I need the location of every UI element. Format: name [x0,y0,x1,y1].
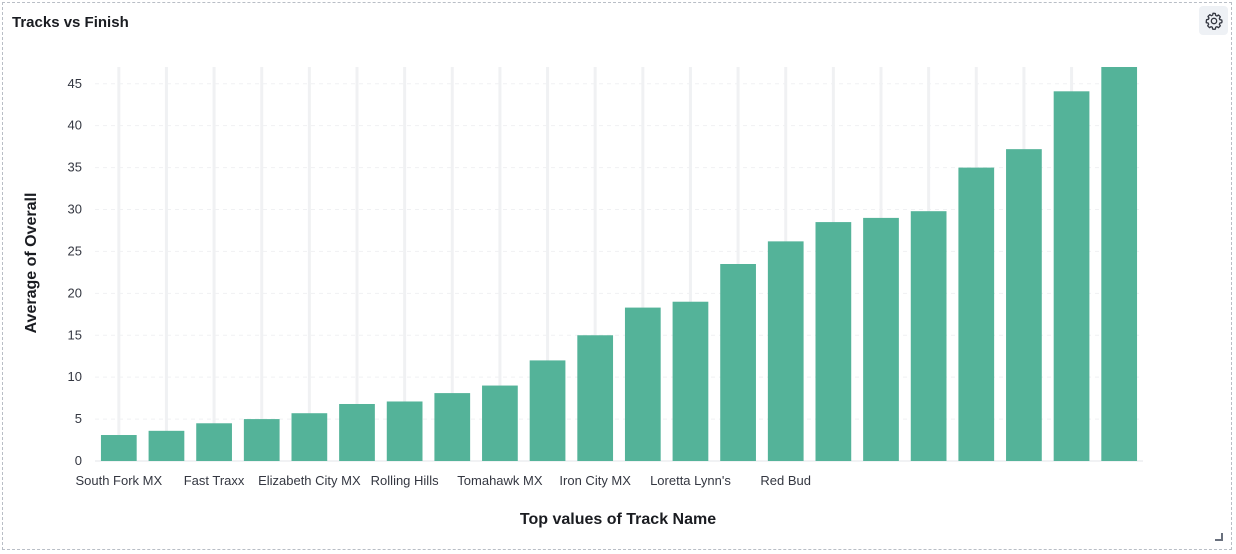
bar[interactable] [815,222,852,461]
x-tick-label: Fast Traxx [184,473,245,488]
bar[interactable] [529,360,566,461]
bar[interactable] [958,167,995,461]
x-tick-label: Iron City MX [559,473,631,488]
panel-settings-button[interactable] [1199,6,1228,35]
y-tick-label: 45 [68,76,82,91]
bar[interactable] [196,423,232,461]
bar[interactable] [1101,67,1138,461]
bar[interactable] [720,264,756,461]
bar[interactable] [672,301,709,461]
y-tick-label: 10 [68,369,82,384]
bar[interactable] [624,307,661,461]
bar[interactable] [339,403,375,461]
panel-title: Tracks vs Finish [12,14,129,31]
bar[interactable] [910,211,947,461]
bar[interactable] [482,385,518,461]
bar[interactable] [767,241,804,461]
gear-icon [1205,12,1223,30]
y-axis-ticks: 0 5 10 15 20 25 30 35 40 45 [68,76,82,468]
bar[interactable] [1006,149,1042,461]
y-axis-title: Average of Overall [23,193,40,334]
bar[interactable] [577,335,614,461]
x-tick-label: South Fork MX [75,473,162,488]
bar[interactable] [386,401,423,461]
x-tick-label: Rolling Hills [371,473,439,488]
bar[interactable] [434,393,471,461]
x-axis-title: Top values of Track Name [520,511,716,528]
y-tick-label: 0 [75,453,82,468]
x-tick-label: Red Bud [760,473,811,488]
bar[interactable] [100,435,137,461]
bar[interactable] [148,430,185,461]
x-tick-label: Elizabeth City MX [258,473,361,488]
y-tick-label: 30 [68,202,82,217]
bar[interactable] [243,419,280,461]
y-tick-label: 20 [68,285,82,300]
y-tick-label: 25 [68,243,82,258]
resize-handle[interactable] [1215,533,1223,541]
x-tick-label: Loretta Lynn's [650,473,731,488]
bars [100,67,1138,461]
y-tick-label: 40 [68,118,82,133]
bar[interactable] [1053,91,1090,461]
y-tick-label: 5 [75,411,82,426]
y-tick-label: 35 [68,160,82,175]
x-tick-label: Tomahawk MX [457,473,543,488]
bar[interactable] [863,217,899,461]
y-tick-label: 15 [68,327,82,342]
x-axis-ticks: South Fork MX Fast Traxx Elizabeth City MX… [75,473,811,488]
bar[interactable] [291,413,328,461]
